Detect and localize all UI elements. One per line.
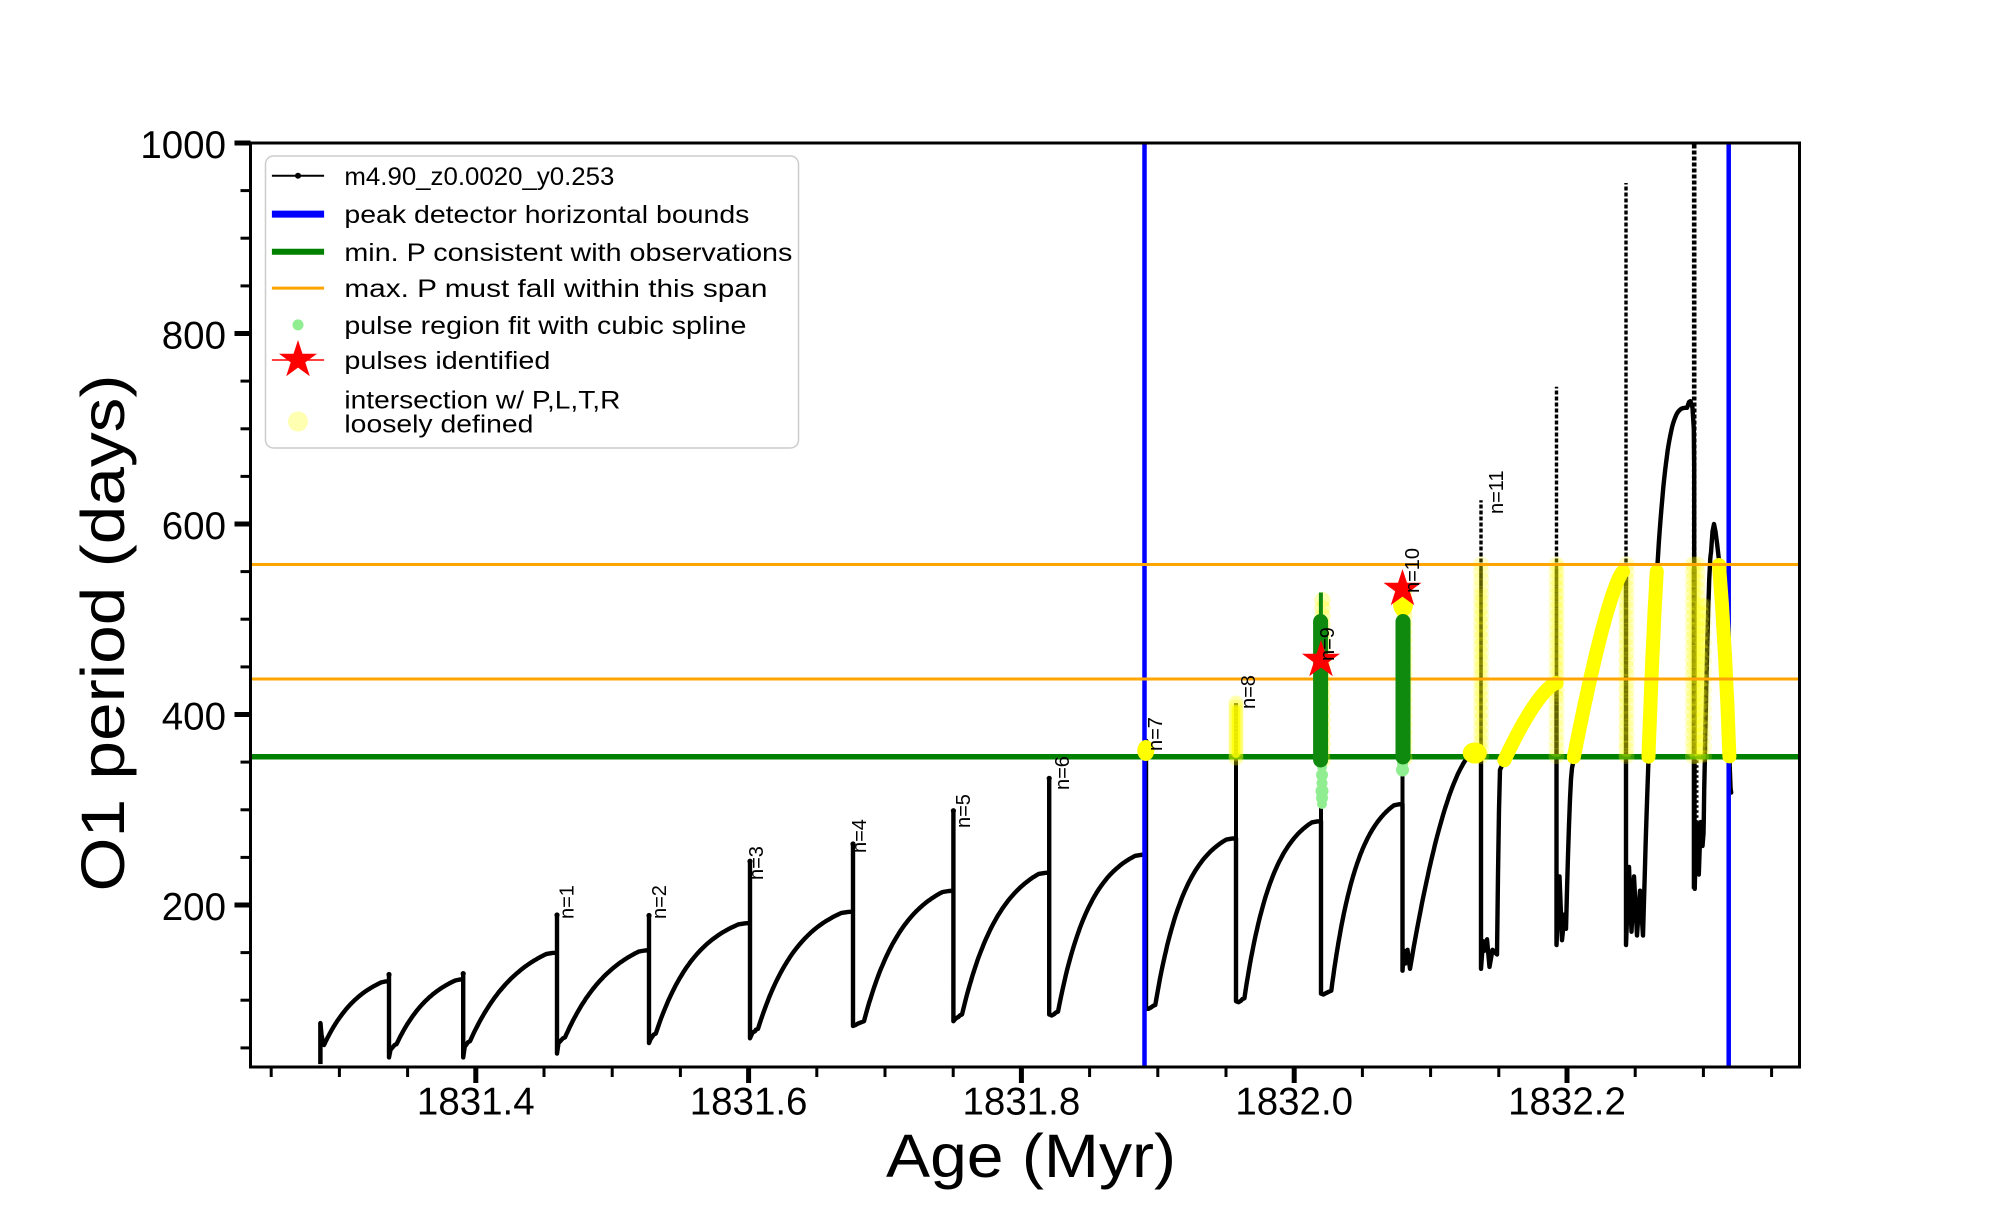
svg-text:n=3: n=3: [746, 846, 768, 880]
svg-text:1832.0: 1832.0: [1235, 1081, 1353, 1124]
svg-text:1832.2: 1832.2: [1508, 1081, 1626, 1124]
svg-text:n=2: n=2: [649, 885, 671, 919]
svg-text:n=6: n=6: [1052, 756, 1074, 790]
svg-text:n=8: n=8: [1238, 675, 1260, 709]
svg-text:400: 400: [162, 696, 226, 739]
svg-text:n=9: n=9: [1317, 627, 1339, 661]
svg-text:1831.8: 1831.8: [963, 1081, 1081, 1124]
svg-text:loosely defined: loosely defined: [344, 411, 533, 439]
svg-text:n=11: n=11: [1486, 470, 1508, 514]
svg-text:intersection w/ P,L,T,R: intersection w/ P,L,T,R: [344, 387, 620, 415]
svg-text:m4.90_z0.0020_y0.253: m4.90_z0.0020_y0.253: [344, 163, 614, 191]
svg-text:n=7: n=7: [1145, 717, 1167, 751]
svg-text:O1 period (days): O1 period (days): [69, 375, 137, 892]
svg-text:peak detector horizontal bound: peak detector horizontal bounds: [344, 201, 749, 229]
svg-text:pulse region fit with cubic sp: pulse region fit with cubic spline: [344, 312, 746, 340]
svg-text:200: 200: [162, 886, 226, 929]
svg-text:1000: 1000: [140, 124, 226, 167]
svg-text:1831.6: 1831.6: [690, 1081, 808, 1124]
svg-text:800: 800: [162, 315, 226, 358]
svg-text:n=1: n=1: [557, 885, 579, 919]
svg-text:min. P consistent with observa: min. P consistent with observations: [344, 239, 792, 267]
svg-text:max. P must fall within this s: max. P must fall within this span: [344, 275, 767, 303]
svg-text:Age (Myr): Age (Myr): [886, 1122, 1176, 1190]
svg-text:n=10: n=10: [1402, 548, 1424, 593]
svg-text:n=5: n=5: [953, 794, 975, 828]
svg-text:1831.4: 1831.4: [417, 1081, 535, 1124]
svg-text:600: 600: [162, 505, 226, 548]
svg-text:n=4: n=4: [849, 819, 871, 853]
svg-text:pulses identified: pulses identified: [344, 347, 550, 375]
